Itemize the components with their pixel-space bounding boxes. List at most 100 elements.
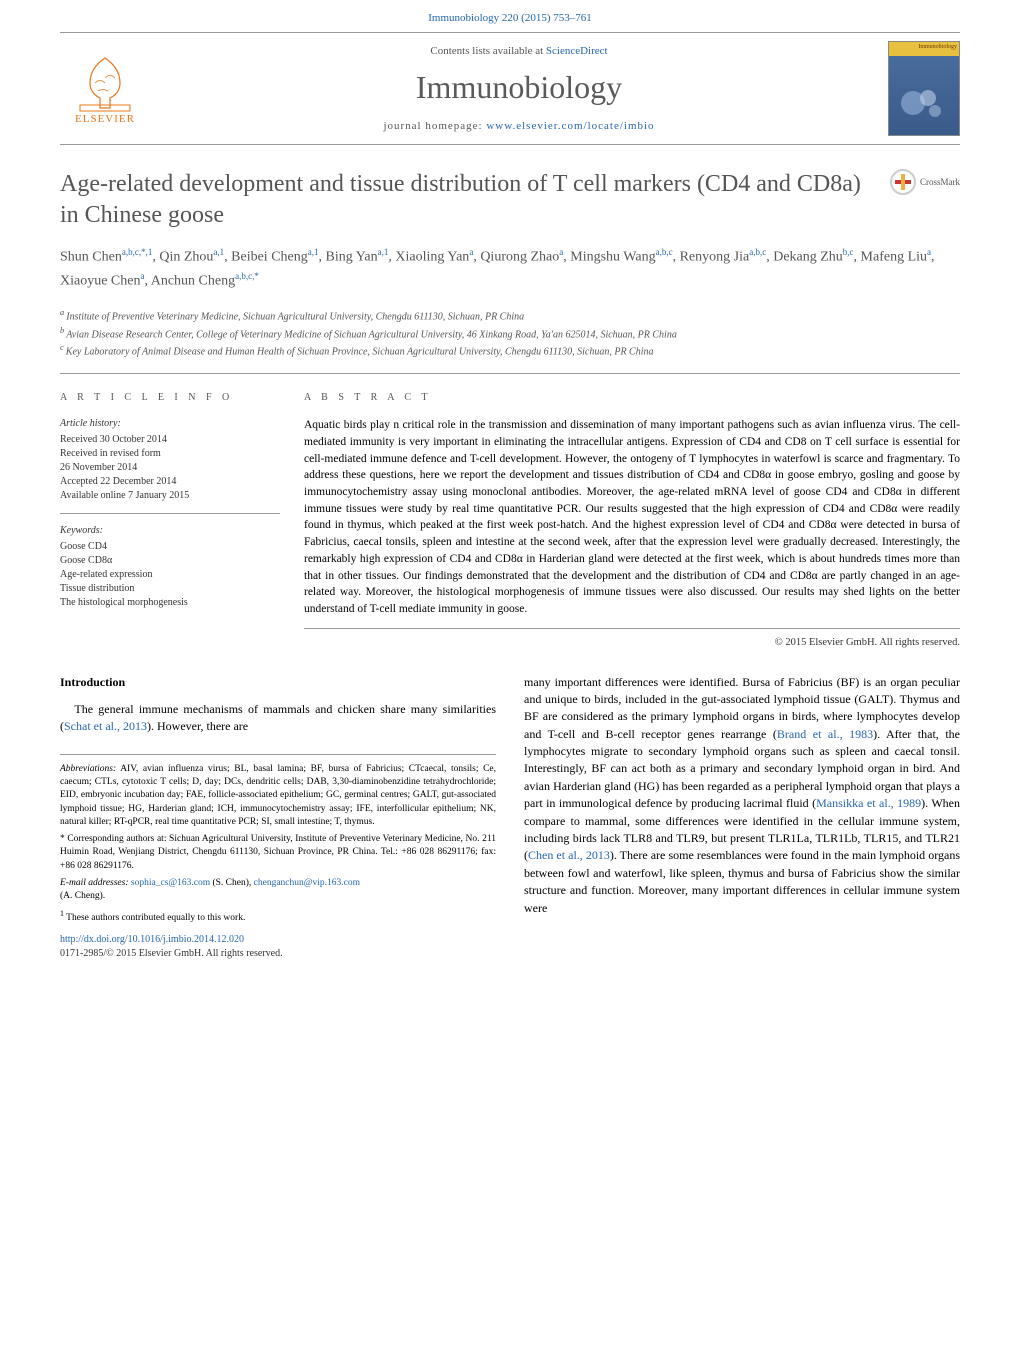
- corresponding-footnote: * Corresponding authors at: Sichuan Agri…: [60, 833, 496, 873]
- author: Mafeng Liu: [861, 250, 927, 265]
- equal-text: These authors contributed equally to thi…: [66, 913, 245, 923]
- author-list: Shun Chena,b,c,*,1, Qin Zhoua,1, Beibei …: [60, 245, 960, 293]
- keyword: Age-related expression: [60, 568, 280, 582]
- author-affil-sup: b,c: [843, 247, 854, 257]
- sciencedirect-link[interactable]: ScienceDirect: [546, 45, 608, 57]
- keywords-block: Keywords: Goose CD4Goose CD8αAge-related…: [60, 524, 280, 620]
- right-para: many important differences were identifi…: [524, 674, 960, 917]
- abstract: a b s t r a c t Aquatic birds play n cri…: [304, 392, 960, 665]
- citation-header: Immunobiology 220 (2015) 753–761: [0, 0, 1020, 32]
- crossmark-badge[interactable]: CrossMark: [890, 169, 960, 195]
- elsevier-tree-icon: [70, 53, 140, 113]
- author: Mingshu Wang: [570, 250, 655, 265]
- affiliation: a Institute of Preventive Veterinary Med…: [60, 307, 960, 324]
- cover-header: Immunobiology: [889, 42, 959, 56]
- email-footnote: E-mail addresses: sophia_cs@163.com (S. …: [60, 877, 496, 904]
- citation-link[interactable]: Immunobiology 220 (2015) 753–761: [428, 12, 591, 24]
- email-name-1: (S. Chen),: [210, 878, 254, 888]
- author: Renyong Jia: [680, 250, 750, 265]
- author: Xiaoyue Chen: [60, 274, 140, 289]
- issn-line: 0171-2985/© 2015 Elsevier GmbH. All righ…: [60, 947, 496, 961]
- author-affil-sup: a,b,c: [656, 247, 673, 257]
- author-affil-sup: a,1: [308, 247, 319, 257]
- affiliation-list: a Institute of Preventive Veterinary Med…: [60, 307, 960, 359]
- intro-heading: Introduction: [60, 674, 496, 691]
- keyword: Goose CD4: [60, 540, 280, 554]
- author-affil-sup: a: [469, 247, 473, 257]
- cite-mansikka[interactable]: Mansikka et al., 1989: [816, 796, 921, 810]
- body-columns: Introduction The general immune mechanis…: [60, 674, 960, 962]
- masthead-center: Contents lists available at ScienceDirec…: [150, 45, 888, 132]
- doi-link[interactable]: http://dx.doi.org/10.1016/j.imbio.2014.1…: [60, 934, 244, 945]
- crossmark-icon: [890, 169, 916, 195]
- crossmark-label: CrossMark: [920, 177, 960, 187]
- author: Qin Zhou: [159, 250, 213, 265]
- cite-brand[interactable]: Brand et al., 1983: [777, 727, 873, 741]
- article-title: Age-related development and tissue distr…: [60, 169, 870, 231]
- abstract-copyright: © 2015 Elsevier GmbH. All rights reserve…: [304, 629, 960, 666]
- intro-text-2: ). However, there are: [147, 719, 248, 733]
- email-name-2: (A. Cheng).: [60, 890, 496, 903]
- elsevier-name: ELSEVIER: [75, 113, 135, 125]
- author-affil-sup: a: [140, 271, 144, 281]
- history-line: Accepted 22 December 2014: [60, 475, 280, 489]
- author: Xiaoling Yan: [395, 250, 469, 265]
- contents-prefix: Contents lists available at: [430, 45, 545, 57]
- email-label: E-mail addresses:: [60, 878, 129, 888]
- homepage-prefix: journal homepage:: [383, 120, 486, 132]
- abstract-heading: a b s t r a c t: [304, 392, 960, 403]
- history-line: Received 30 October 2014: [60, 433, 280, 447]
- author: Dekang Zhu: [773, 250, 843, 265]
- abbrev-label: Abbreviations:: [60, 764, 116, 774]
- history-line: Available online 7 January 2015: [60, 489, 280, 503]
- abbrev-text: AIV, avian influenza virus; BL, basal la…: [60, 764, 496, 827]
- history-label: Article history:: [60, 417, 280, 431]
- author: Qiurong Zhao: [480, 250, 559, 265]
- history-block: Article history: Received 30 October 201…: [60, 417, 280, 514]
- affiliation: c Key Laboratory of Animal Disease and H…: [60, 342, 960, 359]
- author-affil-sup: a,b,c: [749, 247, 766, 257]
- title-row: Age-related development and tissue distr…: [60, 169, 960, 231]
- author-affil-sup: a: [927, 247, 931, 257]
- equal-contrib-footnote: 1 These authors contributed equally to t…: [60, 908, 496, 925]
- keywords-label: Keywords:: [60, 524, 280, 538]
- footnotes: Abbreviations: AIV, avian influenza viru…: [60, 754, 496, 961]
- author-affil-sup: a,1: [213, 247, 224, 257]
- author-affil-sup: a,1: [378, 247, 389, 257]
- abbreviations-footnote: Abbreviations: AIV, avian influenza viru…: [60, 763, 496, 829]
- journal-homepage: journal homepage: www.elsevier.com/locat…: [150, 120, 888, 132]
- keyword: The histological morphogenesis: [60, 596, 280, 610]
- article-info-heading: a r t i c l e i n f o: [60, 392, 280, 403]
- homepage-link[interactable]: www.elsevier.com/locate/imbio: [486, 120, 654, 132]
- author-affil-sup: a,b,c,*,1: [122, 247, 153, 257]
- article-area: Age-related development and tissue distr…: [60, 169, 960, 961]
- left-column: Introduction The general immune mechanis…: [60, 674, 496, 962]
- doi-line: http://dx.doi.org/10.1016/j.imbio.2014.1…: [60, 933, 496, 947]
- contents-available: Contents lists available at ScienceDirec…: [150, 45, 888, 57]
- author-affil-sup: a: [559, 247, 563, 257]
- email-link-2[interactable]: chenganchun@vip.163.com: [254, 878, 360, 888]
- author-affil-sup: a,b,c,*: [235, 271, 259, 281]
- journal-cover-thumbnail: Immunobiology: [888, 41, 960, 136]
- abstract-text: Aquatic birds play n critical role in th…: [304, 417, 960, 628]
- info-abstract-row: a r t i c l e i n f o Article history: R…: [60, 373, 960, 665]
- cite-schat[interactable]: Schat et al., 2013: [64, 719, 147, 733]
- author: Beibei Cheng: [231, 250, 308, 265]
- cover-art-icon: [893, 83, 953, 123]
- keyword: Tissue distribution: [60, 582, 280, 596]
- history-line: Received in revised form: [60, 447, 280, 461]
- email-link-1[interactable]: sophia_cs@163.com: [131, 878, 210, 888]
- elsevier-logo: ELSEVIER: [60, 44, 150, 134]
- right-column: many important differences were identifi…: [524, 674, 960, 962]
- affiliation: b Avian Disease Research Center, College…: [60, 325, 960, 342]
- author: Anchun Cheng: [151, 274, 235, 289]
- keyword: Goose CD8α: [60, 554, 280, 568]
- article-info: a r t i c l e i n f o Article history: R…: [60, 392, 280, 665]
- history-line: 26 November 2014: [60, 461, 280, 475]
- corr-text: Corresponding authors at: Sichuan Agricu…: [60, 834, 496, 871]
- masthead: ELSEVIER Contents lists available at Sci…: [60, 32, 960, 145]
- author: Shun Chen: [60, 250, 122, 265]
- intro-para: The general immune mechanisms of mammals…: [60, 701, 496, 736]
- journal-name: Immunobiology: [150, 69, 888, 106]
- cite-chen[interactable]: Chen et al., 2013: [528, 848, 610, 862]
